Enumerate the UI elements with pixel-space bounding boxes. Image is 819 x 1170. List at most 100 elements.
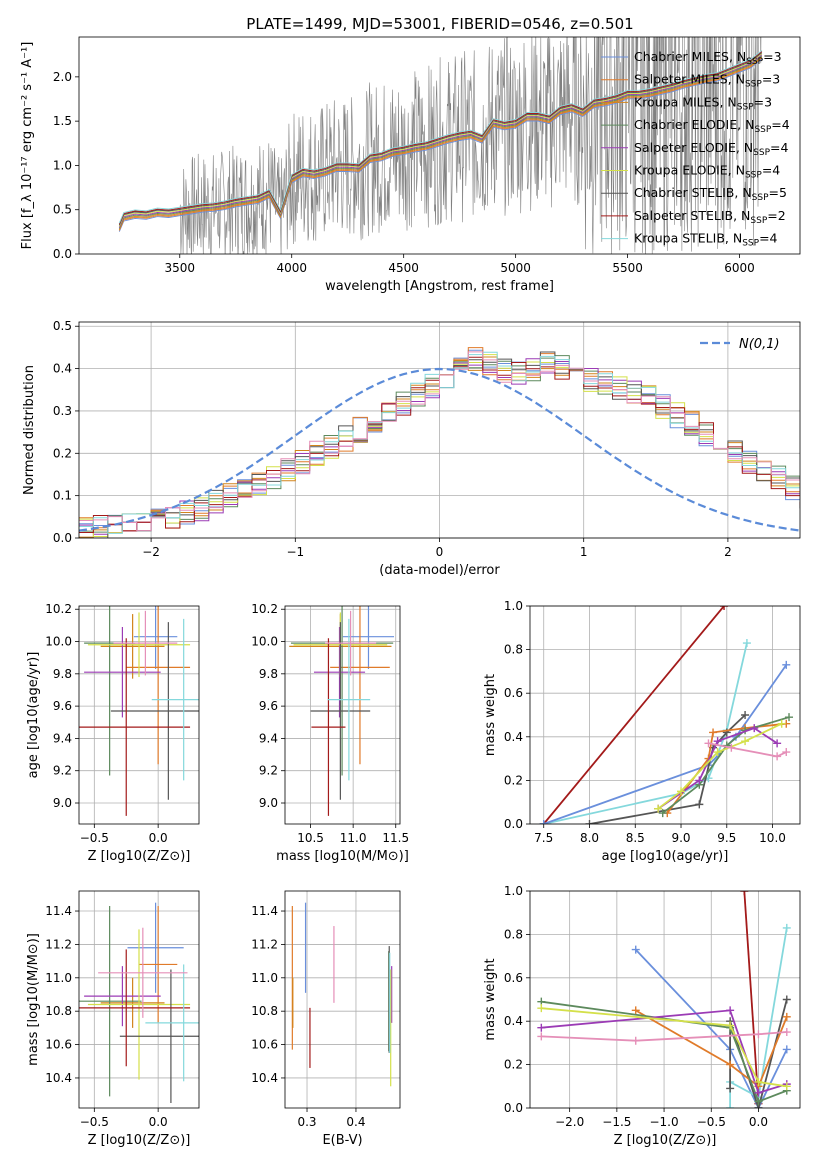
plot-area xyxy=(79,902,199,1103)
weight-point xyxy=(713,748,722,757)
weight-point xyxy=(782,748,791,757)
x-tick-label: −0.5 xyxy=(80,831,109,845)
weight-line-0 xyxy=(743,891,760,1104)
weight-point xyxy=(782,1012,791,1021)
weight-point xyxy=(777,719,786,728)
weight-line-0 xyxy=(543,606,725,824)
weight-point xyxy=(695,776,704,785)
x-tick-label: 8.0 xyxy=(580,831,599,845)
y-tick-label: 9.4 xyxy=(53,731,72,745)
weight-point xyxy=(537,1023,546,1032)
y-tick-label: 0.1 xyxy=(53,489,72,503)
y-tick-label: 10.8 xyxy=(251,1004,278,1018)
weight-line-1 xyxy=(543,642,748,824)
y-tick-label: 9.0 xyxy=(259,796,278,810)
y-tick-label: 9.6 xyxy=(259,699,278,713)
legend-entry: Salpeter ELODIE, NSSP=4 xyxy=(634,140,789,158)
x-axis-label: mass [log10(M/M⊙)] xyxy=(276,849,409,864)
y-tick-label: 1.5 xyxy=(53,114,72,128)
y-tick-label: 10.4 xyxy=(251,1071,278,1085)
x-tick-label: 0.0 xyxy=(149,831,168,845)
x-tick-label: −0.5 xyxy=(80,1115,109,1129)
x-tick-label: −2.0 xyxy=(555,1115,584,1129)
y-tick-label: 0.2 xyxy=(504,1058,523,1072)
axes-frame xyxy=(284,605,401,825)
plot-area xyxy=(79,347,800,538)
weight-point xyxy=(773,752,782,761)
y-axis-label: mass weight xyxy=(483,958,498,1040)
y-tick-label: 10.0 xyxy=(251,635,278,649)
x-tick-label: 4000 xyxy=(276,261,307,275)
weight-point xyxy=(782,1045,791,1054)
weight-line-6 xyxy=(541,1009,788,1094)
weight-point xyxy=(754,1088,763,1097)
legend-entry: Kroupa ELODIE, NSSP=4 xyxy=(634,163,780,181)
weight-point xyxy=(709,728,718,737)
x-tick-label: −0.5 xyxy=(697,1115,726,1129)
spectrum-legend: Chabrier MILES, NSSP=3 Salpeter MILES, NS… xyxy=(601,49,790,249)
y-tick-label: 10.4 xyxy=(45,1071,72,1085)
y-tick-label: 0.4 xyxy=(53,362,72,376)
y-tick-label: 9.6 xyxy=(53,699,72,713)
weight-point xyxy=(726,1021,735,1030)
y-tick-label: 0.4 xyxy=(504,1014,523,1028)
y-tick-label: 9.4 xyxy=(259,731,278,745)
y-tick-label: 0.6 xyxy=(504,686,523,700)
y-tick-label: 2.0 xyxy=(53,70,72,84)
y-tick-label: 0.6 xyxy=(504,971,523,985)
weight-point xyxy=(754,1077,763,1086)
weight-point xyxy=(741,737,750,746)
weight-point xyxy=(654,804,663,813)
weight-point xyxy=(782,1082,791,1091)
panel-age_vs_mass: 10.5 11.0 11.5 9.0 9.2 9.4 9.6 9.8 10.0 10.2 mass … xyxy=(251,602,409,864)
y-tick-label: 9.2 xyxy=(53,764,72,778)
y-tick-label: 1.0 xyxy=(504,884,523,898)
y-axis-label: age [log10(age/yr)] xyxy=(26,652,41,779)
weight-point xyxy=(631,945,640,954)
weight-point xyxy=(782,995,791,1004)
x-tick-label: −2 xyxy=(142,545,160,559)
weight-point xyxy=(754,1030,763,1039)
y-tick-label: 10.2 xyxy=(45,602,72,616)
histogram-series-8 xyxy=(79,351,800,534)
x-axis-label: Z [log10(Z/Z⊙)] xyxy=(88,1133,191,1148)
y-tick-label: 9.8 xyxy=(259,667,278,681)
y-tick-label: 0.3 xyxy=(53,404,72,418)
model-line-4 xyxy=(118,54,763,228)
axes-frame xyxy=(78,321,801,539)
x-tick-label: −1.5 xyxy=(602,1115,631,1129)
y-tick-label: 0.8 xyxy=(504,643,523,657)
legend-entry: Salpeter MILES, NSSP=3 xyxy=(634,72,780,90)
y-tick-label: 9.0 xyxy=(53,796,72,810)
y-tick-label: 11.2 xyxy=(45,937,72,951)
y-tick-label: 0.0 xyxy=(53,531,72,545)
panel-mass_weight_vs_Z: −2.0 −1.5 −1.0 −0.5 0.0 0.0 0.2 0.4 0.6 0.8 1.0 Z [… xyxy=(483,884,801,1148)
x-tick-label: 9.5 xyxy=(717,831,736,845)
y-tick-label: 9.8 xyxy=(53,667,72,681)
normal-curve xyxy=(79,367,800,532)
weight-point xyxy=(727,743,736,752)
plot-area xyxy=(79,606,199,816)
y-tick-label: 0.0 xyxy=(504,817,523,831)
y-tick-label: 0.4 xyxy=(504,730,523,744)
panel-mass_vs_EBV: 0.3 0.4 10.4 10.6 10.8 11.0 11.2 11.4 E(B-V) xyxy=(251,890,401,1148)
x-tick-label: 11.0 xyxy=(340,831,367,845)
plot-area xyxy=(289,606,395,816)
weight-line-8 xyxy=(708,742,787,758)
x-axis-label: Z [log10(Z/Z⊙)] xyxy=(88,849,191,864)
y-tick-label: 0.8 xyxy=(504,927,523,941)
weight-point xyxy=(704,739,713,748)
x-tick-label: 0 xyxy=(436,545,444,559)
weight-point xyxy=(537,1004,546,1013)
y-tick-label: 11.2 xyxy=(251,937,278,951)
axes-frame xyxy=(529,890,801,1109)
weight-line-2 xyxy=(543,664,788,824)
x-tick-label: 6000 xyxy=(724,261,755,275)
plot-area xyxy=(291,902,393,1087)
weight-point xyxy=(539,820,548,824)
x-tick-label: 0.3 xyxy=(297,1115,316,1129)
weight-point xyxy=(537,1032,546,1041)
model-line-0 xyxy=(118,58,763,232)
y-tick-label: 1.0 xyxy=(504,599,523,613)
y-tick-label: 10.0 xyxy=(45,635,72,649)
